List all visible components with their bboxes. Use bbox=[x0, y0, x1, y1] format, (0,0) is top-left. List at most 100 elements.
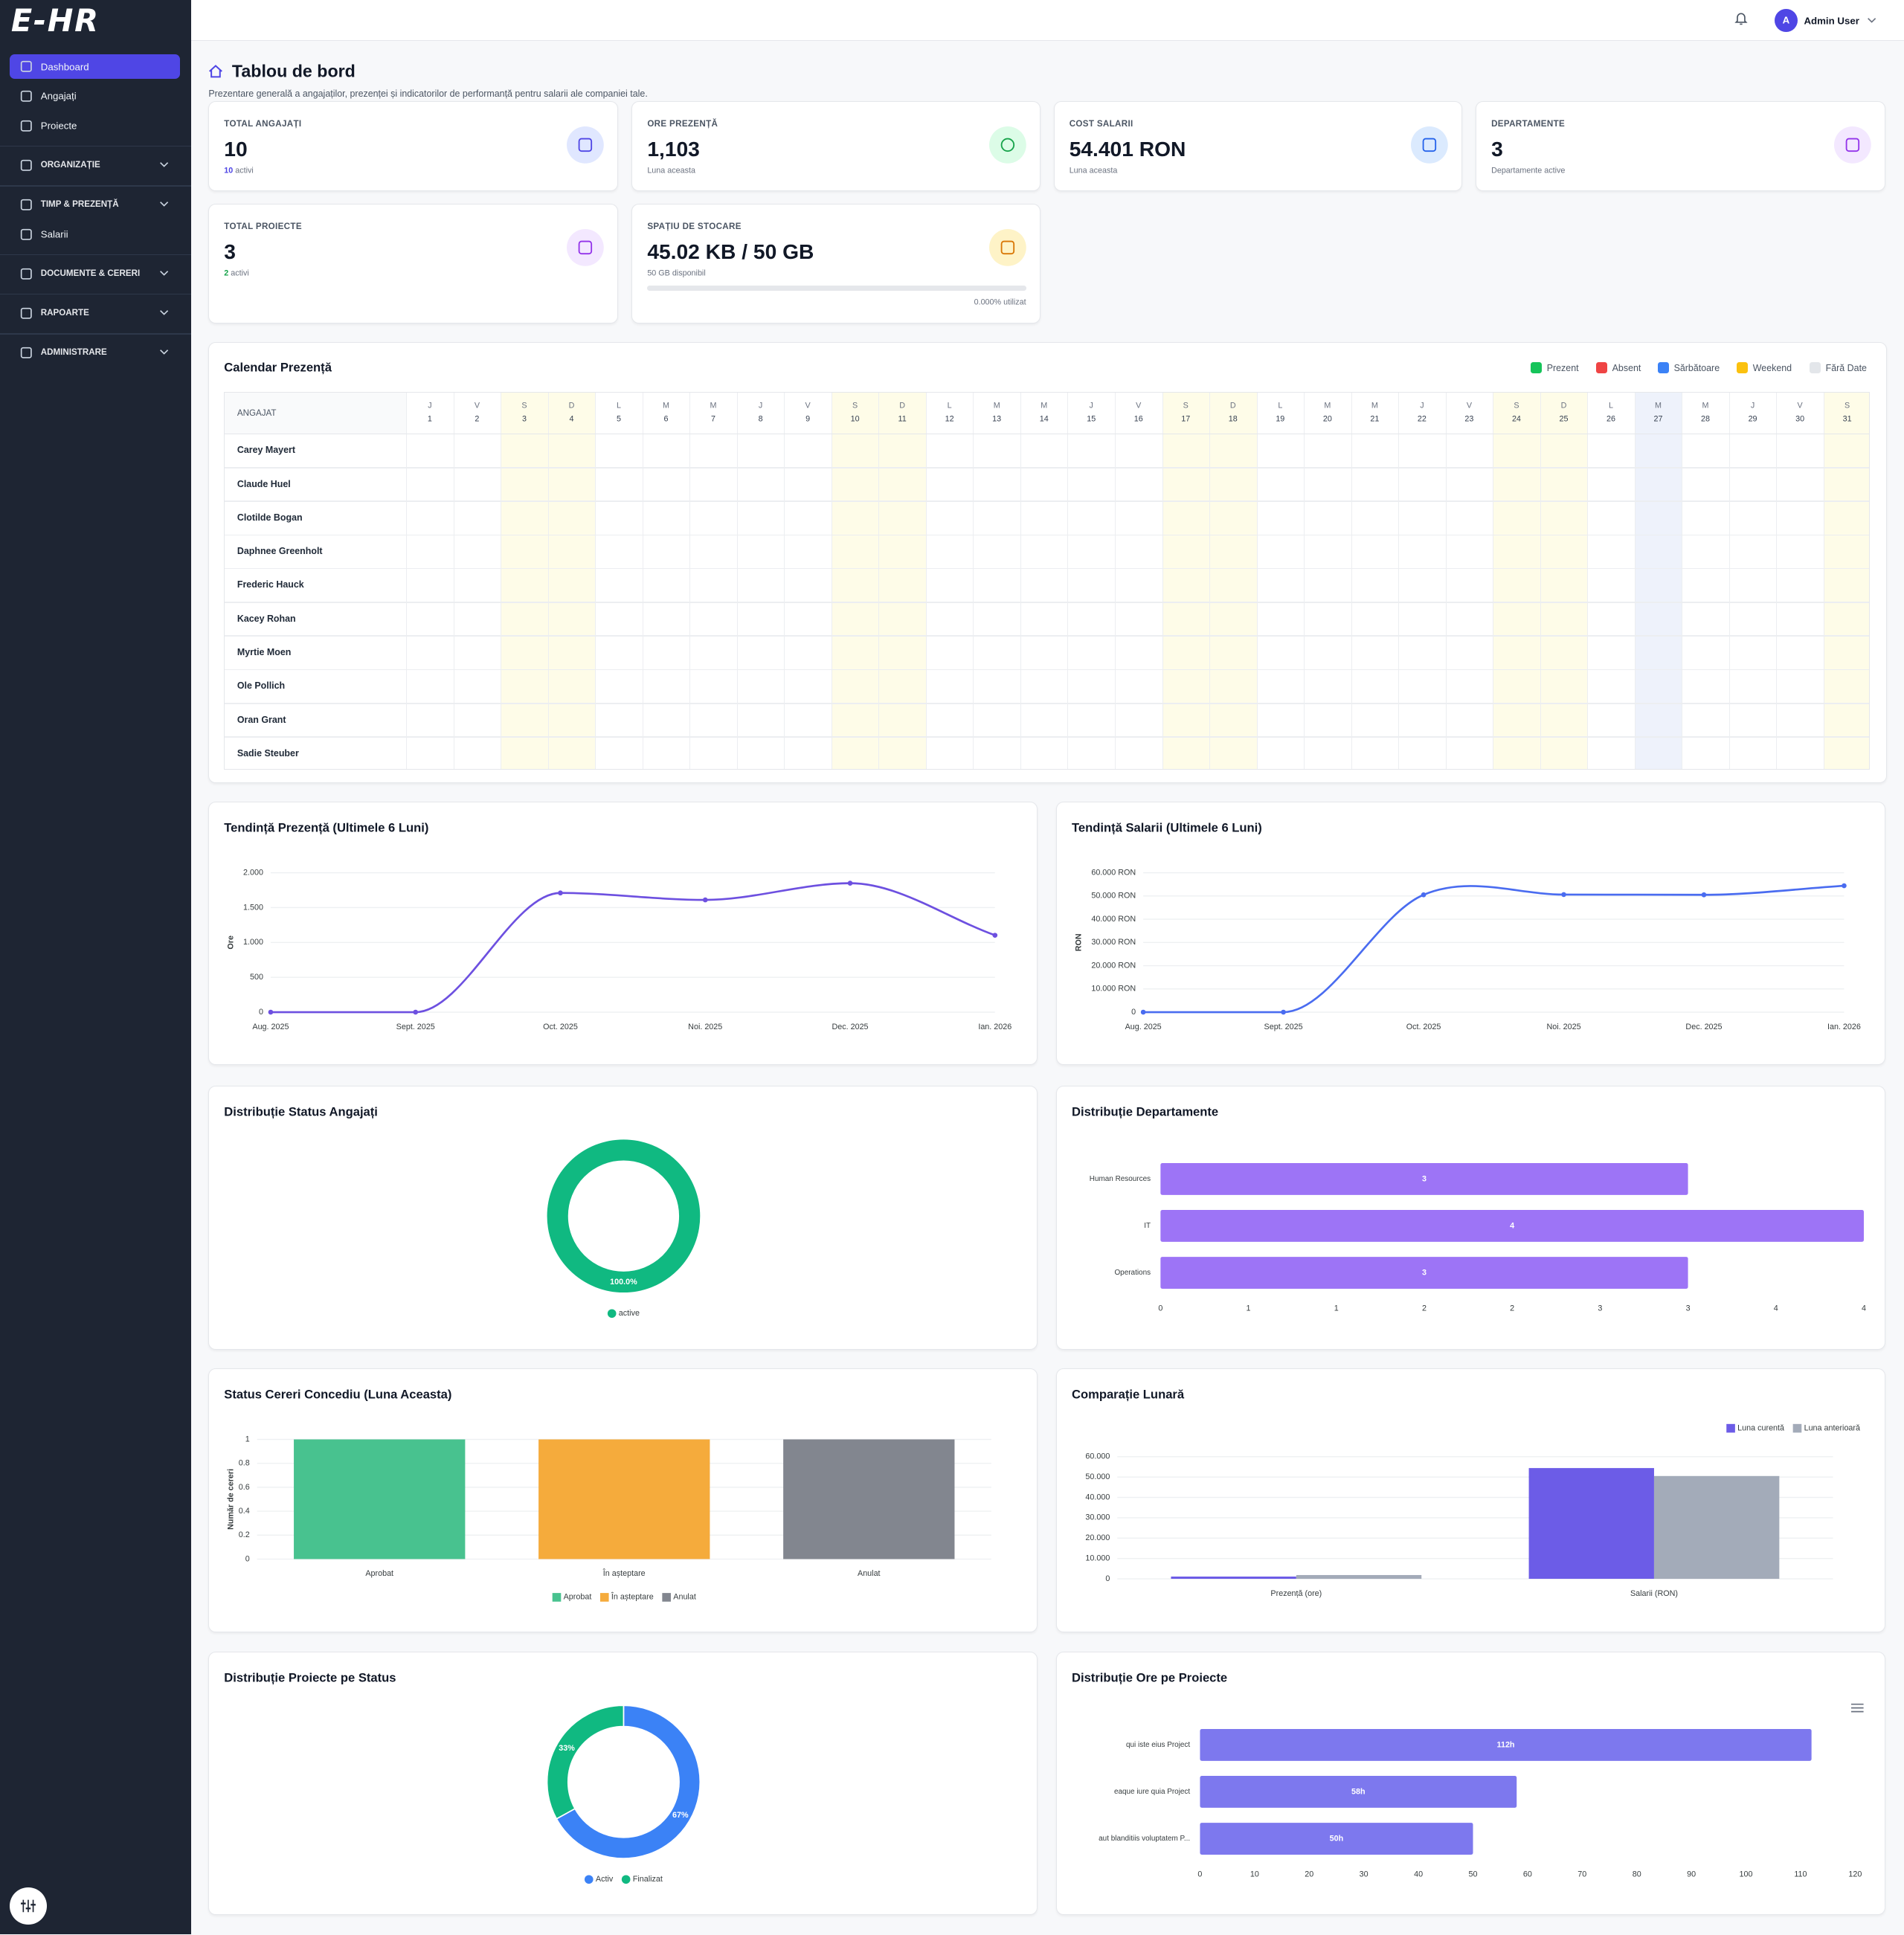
chart-title: Distribuție Proiecte pe Status bbox=[224, 1670, 396, 1685]
logo: E-HR bbox=[10, 3, 100, 39]
icon-shape bbox=[20, 307, 32, 319]
icon-bg bbox=[1834, 126, 1872, 164]
row-divider bbox=[225, 736, 1870, 738]
bar bbox=[1296, 1574, 1422, 1579]
line-point bbox=[1421, 892, 1427, 898]
nav-item[interactable]: Proiecte bbox=[10, 114, 180, 138]
nav-item[interactable]: RAPOARTE bbox=[10, 301, 180, 326]
nav-item[interactable]: Angajați bbox=[10, 84, 180, 109]
legend-label: În așteptare bbox=[611, 1592, 654, 1602]
card-label: SPAȚIU DE STOCARE bbox=[647, 221, 742, 231]
day-number: 8 bbox=[758, 414, 763, 424]
chart-panel: Distribuție Proiecte pe Status 67% 33% Acti… bbox=[208, 1652, 1038, 1915]
x-tick-label: 50 bbox=[1469, 1870, 1478, 1879]
chart-menu[interactable] bbox=[1851, 1703, 1865, 1713]
nav-label: Angajați bbox=[40, 90, 77, 102]
row-divider bbox=[225, 669, 1870, 671]
day-number: 15 bbox=[1087, 414, 1096, 424]
notification-bell[interactable] bbox=[1734, 11, 1749, 26]
x-tick-label: Dec. 2025 bbox=[1686, 1023, 1723, 1031]
day-letter: V bbox=[474, 401, 480, 410]
chart-panel: Distribuție Status Angajați 100.0% active bbox=[208, 1085, 1038, 1350]
nav-item[interactable]: ADMINISTRARE bbox=[10, 341, 180, 365]
day-column bbox=[878, 392, 926, 769]
card-label: COST SALARII bbox=[1069, 119, 1133, 129]
x-tick-label: Aug. 2025 bbox=[253, 1023, 289, 1031]
icon-shape bbox=[1422, 138, 1437, 152]
nav-item[interactable]: Salarii bbox=[10, 222, 180, 247]
nav-divider bbox=[0, 293, 192, 295]
y-category-label: eaque iure quia Project bbox=[1114, 1788, 1190, 1796]
sidebar: E-HR Dashboard Angajați Proiecte ORGANIZAȚIE… bbox=[0, 0, 192, 1935]
legend-label: Aprobat bbox=[564, 1593, 592, 1602]
bar-value-label: 58h bbox=[1351, 1788, 1366, 1797]
donut-slice bbox=[547, 1704, 625, 1820]
nav-item[interactable]: TIMP & PREZENȚĂ bbox=[10, 193, 180, 217]
row-divider bbox=[225, 702, 1870, 704]
home-icon bbox=[209, 65, 223, 78]
nav-item[interactable]: ORGANIZAȚIE bbox=[10, 153, 180, 178]
employee-name: Frederic Hauck bbox=[237, 579, 304, 590]
legend-swatch bbox=[1737, 362, 1749, 373]
day-letter: S bbox=[1514, 401, 1519, 410]
settings-icon bbox=[21, 1899, 36, 1913]
y-tick-label: 40.000 RON bbox=[1091, 915, 1136, 924]
day-letter: D bbox=[568, 401, 575, 410]
nav-icon bbox=[20, 347, 32, 358]
row-divider bbox=[225, 466, 1870, 469]
nav-item[interactable]: Dashboard bbox=[10, 54, 181, 80]
day-letter: M bbox=[710, 401, 717, 410]
line-point bbox=[268, 1010, 274, 1015]
day-letter: S bbox=[1844, 401, 1850, 410]
nav-label: ADMINISTRARE bbox=[40, 347, 107, 358]
x-tick-label: Aprobat bbox=[366, 1569, 394, 1578]
employee-name: Carey Mayert bbox=[237, 445, 295, 456]
x-tick-label: Sept. 2025 bbox=[1264, 1023, 1303, 1031]
avatar[interactable]: A bbox=[1774, 8, 1798, 33]
user-chevron bbox=[1868, 18, 1876, 24]
nav-divider bbox=[0, 254, 192, 256]
day-number: 11 bbox=[898, 414, 907, 424]
legend-marker bbox=[585, 1875, 594, 1884]
x-tick-label: 100 bbox=[1740, 1870, 1753, 1879]
icon-shape bbox=[20, 120, 32, 132]
icon-shape bbox=[20, 199, 32, 210]
employee-name: Daphnee Greenholt bbox=[237, 545, 323, 556]
bar-value-label: 112h bbox=[1497, 1741, 1515, 1750]
card-icon bbox=[988, 228, 1026, 266]
y-axis-title: RON bbox=[1075, 933, 1084, 951]
day-column bbox=[501, 392, 548, 769]
line-point bbox=[848, 880, 853, 886]
settings-button[interactable] bbox=[10, 1887, 48, 1925]
row-divider bbox=[225, 602, 1870, 603]
chevron-shape bbox=[160, 310, 169, 316]
card-icon bbox=[567, 228, 605, 266]
y-tick-label: 60.000 RON bbox=[1091, 869, 1136, 878]
attendance-table: J 1 V 2 S 3 D 4 L 5 M 6 M 7 J 8 V 9 S 10 D 11 L 12 M 13 M 14 J 15 V 16 S… bbox=[224, 391, 1871, 770]
day-letter: M bbox=[1702, 401, 1709, 410]
day-number: 9 bbox=[805, 414, 811, 424]
day-column bbox=[1162, 392, 1210, 769]
y-tick-label: 0 bbox=[1131, 1008, 1136, 1017]
legend-marker bbox=[662, 1592, 672, 1602]
day-number: 7 bbox=[711, 414, 716, 424]
icon-bg bbox=[1411, 126, 1448, 164]
bar bbox=[1200, 1729, 1812, 1762]
x-tick-label: 1 bbox=[1334, 1304, 1339, 1313]
employee-name: Clotilde Bogan bbox=[237, 512, 303, 523]
x-tick-label: 120 bbox=[1848, 1870, 1862, 1879]
nav-icon bbox=[20, 90, 32, 102]
legend-marker bbox=[1726, 1423, 1735, 1433]
y-tick-label: 0 bbox=[1105, 1574, 1110, 1583]
day-number: 16 bbox=[1133, 414, 1143, 424]
day-letter: D bbox=[899, 401, 906, 410]
day-letter: J bbox=[428, 401, 432, 410]
day-letter: L bbox=[1608, 401, 1613, 410]
nav-item[interactable]: DOCUMENTE & CERERI bbox=[10, 262, 180, 286]
icon-bg bbox=[988, 126, 1026, 164]
chart-title: Comparație Lunară bbox=[1072, 1387, 1185, 1402]
employee-name: Oran Grant bbox=[237, 714, 286, 725]
x-tick-label: 10 bbox=[1250, 1870, 1259, 1879]
icon-shape bbox=[1845, 138, 1860, 152]
day-column bbox=[1728, 392, 1777, 769]
